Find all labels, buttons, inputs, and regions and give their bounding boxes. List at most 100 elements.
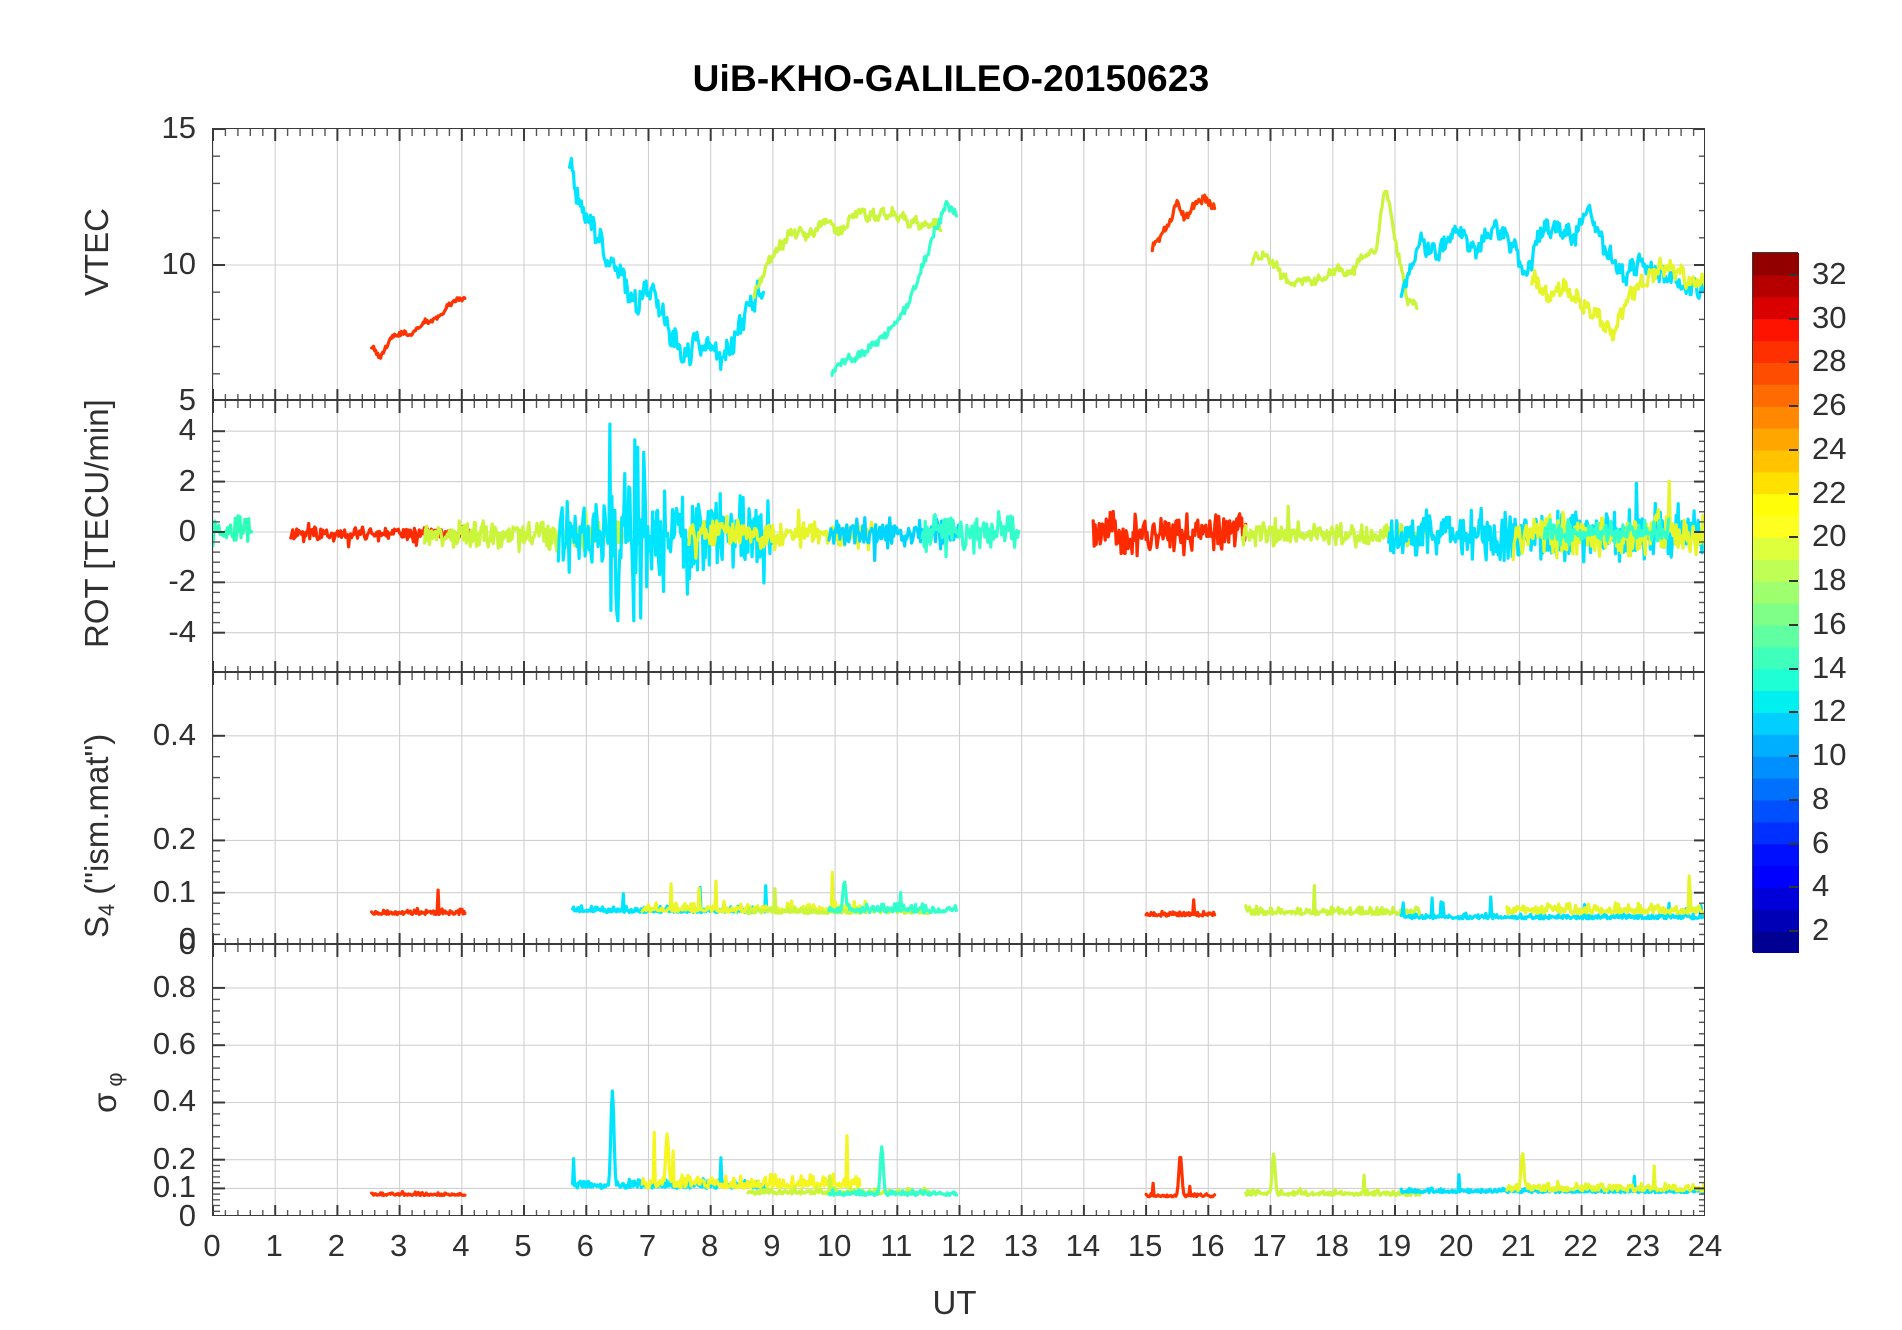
x-tick-label-14: 14 xyxy=(1065,1228,1101,1263)
colorbar-tick-11 xyxy=(1789,448,1798,451)
colorbar-tick-2 xyxy=(1789,842,1798,845)
series-prn-15 xyxy=(830,199,959,377)
series-prn-27 xyxy=(370,295,467,360)
y-axis-label-sigma_phi: σ φ xyxy=(86,1072,128,1113)
colorbar-tick-label-8: 18 xyxy=(1812,562,1847,598)
x-tick-label-20: 20 xyxy=(1438,1228,1474,1263)
tick-marks-s4 xyxy=(213,673,1704,943)
series-prn-19 xyxy=(1244,884,1422,917)
gridlines xyxy=(213,129,1704,399)
y-axis-label-vtec: VTEC xyxy=(78,207,115,296)
y-tick-label-rot-0: -4 xyxy=(168,613,196,649)
colorbar-tick-3 xyxy=(1789,798,1798,801)
colorbar-tick-0 xyxy=(1789,930,1798,933)
x-tick-label-17: 17 xyxy=(1252,1228,1287,1263)
y-tick-label-s4-2: 0.2 xyxy=(152,821,196,857)
colorbar-tick-label-10: 22 xyxy=(1812,474,1847,510)
x-tick-label-0: 0 xyxy=(203,1228,221,1263)
series-prn-27 xyxy=(1091,509,1248,558)
x-tick-label-21: 21 xyxy=(1501,1228,1536,1263)
series-prn-20 xyxy=(1511,479,1704,562)
x-tick-label-23: 23 xyxy=(1625,1228,1661,1263)
series-prn-27 xyxy=(1144,1156,1217,1199)
colorbar-tick-5 xyxy=(1789,711,1798,714)
colorbar-tick-label-1: 4 xyxy=(1812,868,1830,904)
y-axis-label-subscript: φ xyxy=(102,1072,128,1093)
x-tick-label-12: 12 xyxy=(941,1228,976,1263)
colorbar-tick-label-15: 32 xyxy=(1812,255,1847,291)
x-tick-label-11: 11 xyxy=(880,1228,913,1263)
series-prn-27 xyxy=(1150,193,1217,253)
series-prn-15 xyxy=(827,880,959,915)
series-prn-19 xyxy=(1250,189,1419,311)
series-prn-19 xyxy=(752,205,943,300)
series-prn-19 xyxy=(1244,1152,1422,1198)
colorbar-tick-4 xyxy=(1789,755,1798,758)
gridlines xyxy=(213,945,1704,1215)
x-tick-label-5: 5 xyxy=(514,1228,532,1263)
colorbar-tick-label-2: 6 xyxy=(1812,824,1830,860)
panel-svg-rot xyxy=(213,401,1704,671)
x-axis-label: UT xyxy=(932,1284,977,1321)
y-tick-label-vtec-2: 15 xyxy=(161,110,196,145)
x-tick-label-10: 10 xyxy=(816,1228,852,1263)
colorbar-tick-label-7: 16 xyxy=(1812,605,1847,641)
y-axis-label-rest: ("ism.mat") xyxy=(78,733,115,904)
x-tick-label-1: 1 xyxy=(265,1228,283,1263)
tick-marks-sigma_phi xyxy=(213,945,1704,1215)
series-prn-27 xyxy=(1144,898,1217,918)
plot-panel-sigma_phi xyxy=(212,944,1705,1216)
y-axis-label-rot: ROT [TECU/min] xyxy=(78,399,115,648)
y-tick-label-rot-1: -2 xyxy=(168,563,196,599)
y-tick-label-s4-0: 0 xyxy=(178,926,196,961)
y-tick-label-rot-4: 4 xyxy=(178,412,196,448)
tick-marks-rot xyxy=(213,401,1704,671)
colorbar-tick-14 xyxy=(1789,317,1798,320)
series-prn-16 xyxy=(213,514,254,548)
y-tick-label-sigma_phi-3: 0.4 xyxy=(152,1083,196,1119)
series-prn-20 xyxy=(1530,256,1704,342)
x-tick-label-3: 3 xyxy=(390,1228,408,1263)
series-prn-27 xyxy=(370,888,467,917)
x-tick-label-4: 4 xyxy=(452,1228,470,1263)
panel-svg-vtec xyxy=(213,129,1704,399)
x-tick-label-13: 13 xyxy=(1003,1228,1038,1263)
colorbar-tick-label-5: 12 xyxy=(1812,693,1847,729)
y-axis-label-sigma: σ xyxy=(86,1092,123,1113)
y-axis-label-subscript: 4 xyxy=(94,903,120,916)
y-axis-label-s4: S4 ("ism.mat") xyxy=(78,734,120,938)
colorbar-tick-15 xyxy=(1789,273,1798,276)
y-tick-label-sigma_phi-2: 0.2 xyxy=(152,1140,196,1176)
series-prn-15 xyxy=(827,1145,959,1198)
x-tick-label-22: 22 xyxy=(1563,1228,1598,1263)
figure-title: UiB-KHO-GALILEO-20150623 xyxy=(692,58,1210,99)
series-prn-15 xyxy=(920,510,1021,559)
colorbar-gradient xyxy=(1752,252,1799,953)
series-prn-12 xyxy=(567,156,766,371)
colorbar-tick-1 xyxy=(1789,886,1798,889)
colorbar-tick-7 xyxy=(1789,623,1798,626)
plot-panel-s4 xyxy=(212,672,1705,944)
x-tick-label-9: 9 xyxy=(763,1228,781,1263)
series-prn-12 xyxy=(827,516,962,562)
y-tick-label-sigma_phi-4: 0.6 xyxy=(152,1026,196,1062)
series-prn-27 xyxy=(370,1190,467,1198)
colorbar-svg xyxy=(1753,253,1799,953)
x-tick-label-2: 2 xyxy=(327,1228,346,1263)
colorbar-tick-10 xyxy=(1789,492,1798,495)
series-prn-12 xyxy=(1399,203,1704,300)
y-tick-label-rot-2: 0 xyxy=(178,512,196,548)
x-tick-label-18: 18 xyxy=(1314,1228,1349,1263)
tick-marks-vtec xyxy=(213,129,1704,399)
panel-svg-s4 xyxy=(213,673,1704,943)
series-prn-19 xyxy=(422,509,626,554)
series-prn-12 xyxy=(556,422,775,623)
series-prn-20 xyxy=(1505,874,1704,916)
y-tick-label-s4-1: 0.1 xyxy=(152,873,196,909)
series-prn-20 xyxy=(640,1130,862,1190)
colorbar-tick-label-3: 8 xyxy=(1812,780,1830,816)
colorbar-tick-label-13: 28 xyxy=(1812,343,1847,379)
colorbar-tick-9 xyxy=(1789,536,1798,539)
colorbar-tick-label-6: 14 xyxy=(1812,649,1847,685)
